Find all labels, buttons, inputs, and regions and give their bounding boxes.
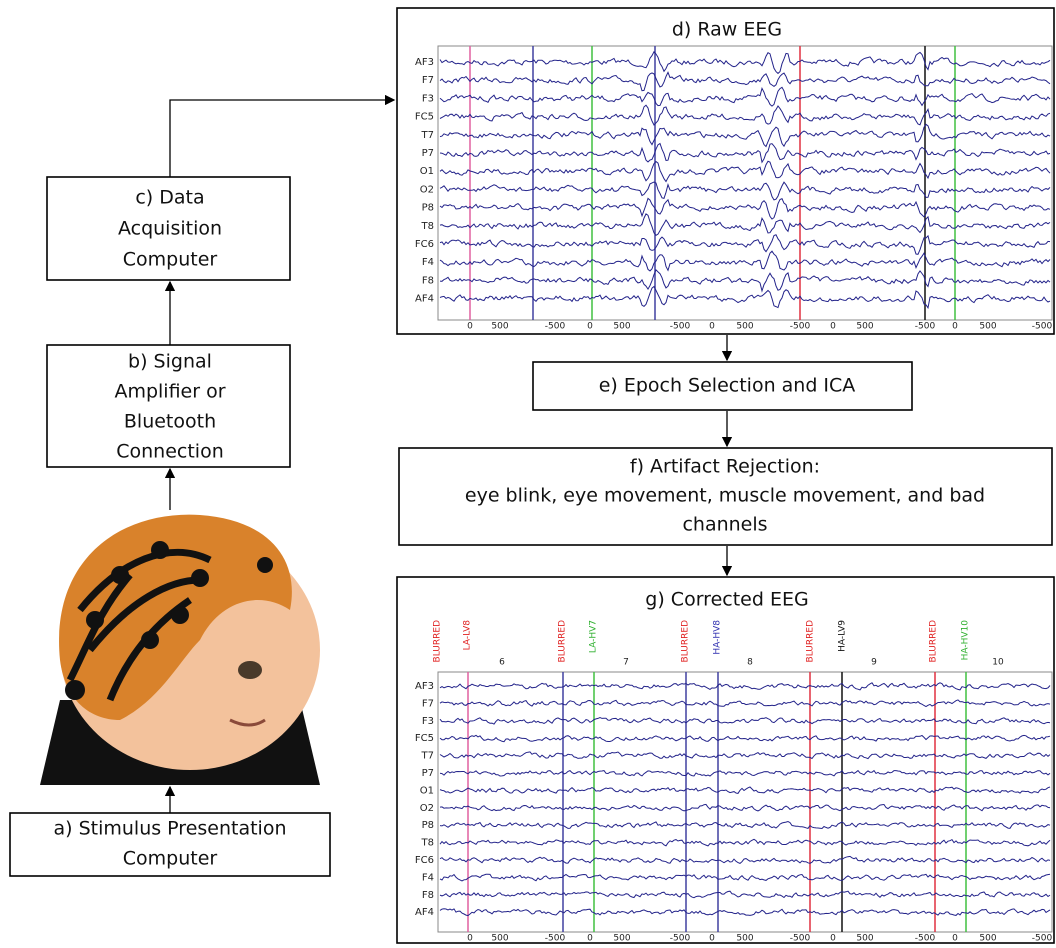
epoch-number: 8: [747, 658, 753, 668]
node-label: Computer: [123, 848, 218, 870]
channel-label: AF3: [415, 57, 434, 68]
x-label: 500: [491, 322, 508, 332]
event-label: BLURRED: [433, 620, 443, 663]
channel-label: T8: [421, 221, 434, 232]
channel-label: O1: [420, 785, 434, 796]
node-label: Acquisition: [118, 218, 222, 240]
channel-label: O2: [420, 803, 434, 814]
x-label: 0: [952, 934, 958, 944]
x-label: 500: [856, 322, 873, 332]
node-label: eye blink, eye movement, muscle movement…: [465, 485, 985, 507]
event-label: LA-LV8: [463, 620, 473, 651]
child-illustration: [10, 510, 320, 785]
x-label: 0: [952, 322, 958, 332]
channel-label: P8: [422, 203, 434, 214]
x-label: -500: [915, 934, 936, 944]
channel-label: F3: [422, 93, 434, 104]
channel-label: AF4: [415, 907, 434, 918]
node-label: f) Artifact Rejection:: [630, 456, 820, 478]
corrected-eeg-title: g) Corrected EEG: [645, 589, 808, 611]
x-label: 500: [736, 934, 753, 944]
channel-label: T7: [421, 130, 434, 141]
x-label: -500: [790, 934, 811, 944]
x-label: 500: [491, 934, 508, 944]
event-label: BLURRED: [806, 620, 816, 663]
node-label: b) Signal: [128, 351, 212, 373]
epoch-number: 6: [499, 658, 505, 668]
channel-label: FC5: [415, 733, 434, 744]
channel-label: P7: [422, 148, 434, 159]
plot-area: [438, 672, 1052, 932]
x-label: -500: [670, 322, 691, 332]
x-label: 0: [830, 934, 836, 944]
x-label: 500: [736, 322, 753, 332]
channel-label: T7: [421, 751, 434, 762]
channel-label: F7: [422, 698, 434, 709]
node-label: channels: [682, 514, 767, 536]
x-label: 500: [856, 934, 873, 944]
x-label: -500: [915, 322, 936, 332]
epoch-number: 9: [871, 658, 877, 668]
channel-label: O1: [420, 166, 434, 177]
x-label: -500: [545, 934, 566, 944]
x-label: -500: [790, 322, 811, 332]
epoch-number: 10: [992, 658, 1004, 668]
channel-label: FC6: [415, 855, 434, 866]
channel-label: F4: [422, 872, 434, 883]
event-label: HA-HV10: [961, 620, 971, 661]
x-label: 500: [613, 322, 630, 332]
event-label: BLURRED: [929, 620, 939, 663]
channel-label: P8: [422, 820, 434, 831]
node-label: c) Data: [135, 187, 204, 209]
epoch-number: 7: [623, 658, 629, 668]
channel-label: F8: [422, 275, 434, 286]
channel-label: AF3: [415, 681, 434, 692]
x-label: 0: [587, 934, 593, 944]
channel-label: F4: [422, 257, 434, 268]
channel-label: FC5: [415, 112, 434, 123]
x-label: 500: [979, 934, 996, 944]
channel-label: O2: [420, 184, 434, 195]
event-label: LA-HV7: [589, 620, 599, 653]
x-label: -500: [545, 322, 566, 332]
plot-area: [438, 46, 1052, 320]
node-label: Amplifier or: [114, 381, 225, 403]
x-label: 0: [709, 934, 715, 944]
x-label: 0: [587, 322, 593, 332]
diagram: d) Raw EEG g) Corrected EEG a) Stimulus …: [0, 0, 1056, 944]
channel-label: T8: [421, 838, 434, 849]
channel-label: FC6: [415, 239, 434, 250]
channel-label: AF4: [415, 294, 434, 305]
channel-label: F3: [422, 716, 434, 727]
x-label: 0: [467, 934, 473, 944]
event-label: BLURRED: [558, 620, 568, 663]
channel-label: P7: [422, 768, 434, 779]
x-label: -500: [1032, 322, 1053, 332]
x-label: -500: [1032, 934, 1053, 944]
x-label: 0: [467, 322, 473, 332]
raw-eeg-title: d) Raw EEG: [672, 19, 782, 41]
x-label: 0: [709, 322, 715, 332]
channel-label: F7: [422, 75, 434, 86]
event-label: BLURRED: [681, 620, 691, 663]
node-label: e) Epoch Selection and ICA: [599, 375, 856, 397]
node-label: a) Stimulus Presentation: [53, 818, 286, 840]
channel-label: F8: [422, 890, 434, 901]
event-label: HA-LV9: [838, 620, 848, 652]
node-label: Computer: [123, 249, 218, 271]
node-label: Connection: [116, 441, 224, 463]
event-label: HA-HV8: [713, 620, 723, 655]
x-label: 500: [613, 934, 630, 944]
x-label: 500: [979, 322, 996, 332]
x-label: -500: [670, 934, 691, 944]
x-label: 0: [830, 322, 836, 332]
node-label: Bluetooth: [124, 411, 216, 433]
